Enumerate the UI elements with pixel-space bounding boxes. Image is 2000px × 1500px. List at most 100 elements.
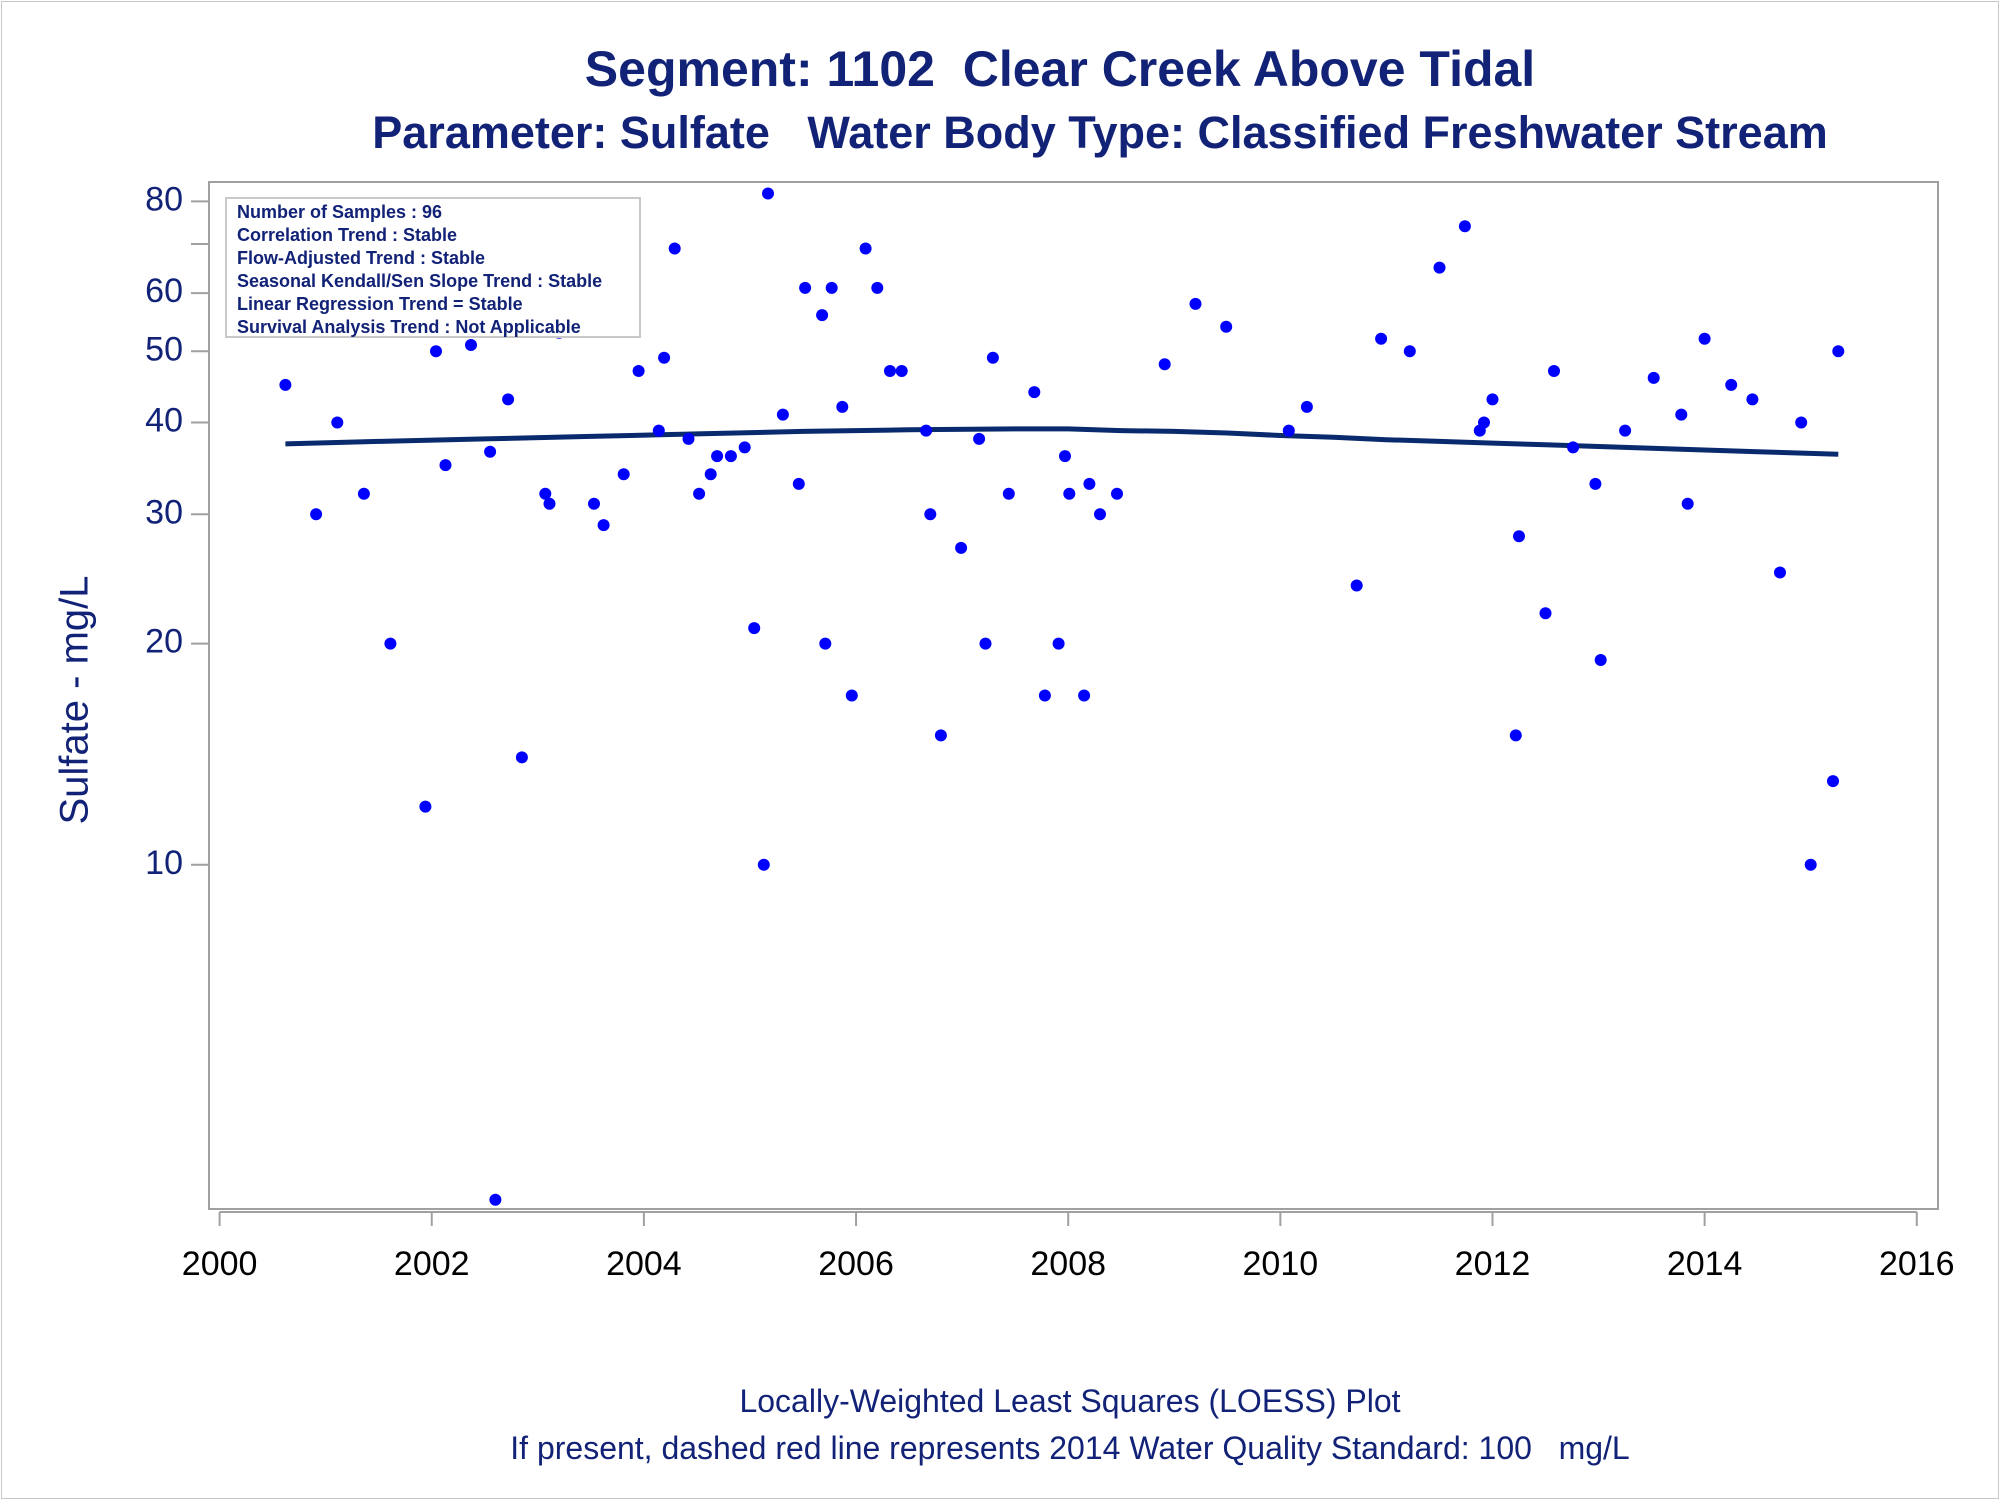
y-tick-label-60: 60 (145, 272, 183, 310)
data-point-16 (543, 497, 556, 510)
chart-title: Segment: 1102 Clear Creek Above Tidal (584, 41, 1536, 97)
data-point-51 (955, 541, 968, 554)
footnote-standard: If present, dashed red line represents 2… (510, 1430, 1630, 1466)
data-point-59 (1059, 450, 1071, 463)
data-point-4 (357, 487, 370, 500)
data-point-77 (1486, 393, 1499, 406)
data-point-92 (1774, 566, 1786, 579)
data-point-64 (1111, 487, 1123, 500)
data-point-23 (632, 365, 645, 377)
data-point-40 (819, 637, 832, 650)
data-point-3 (331, 416, 344, 429)
data-point-67 (1220, 320, 1233, 333)
data-point-86 (1647, 371, 1660, 384)
data-point-5 (384, 637, 397, 650)
data-point-11 (484, 445, 497, 458)
data-point-80 (1539, 607, 1552, 620)
data-point-72 (1403, 345, 1416, 358)
data-point-87 (1675, 408, 1688, 421)
data-point-76 (1478, 416, 1490, 429)
data-point-65 (1158, 358, 1171, 371)
data-point-32 (738, 441, 751, 454)
y-tick-label-10: 10 (145, 844, 183, 882)
points-layer (279, 187, 1845, 1206)
data-point-6 (419, 800, 432, 813)
data-point-68 (1282, 424, 1295, 437)
data-point-50 (934, 729, 947, 742)
data-point-39 (816, 309, 829, 322)
data-point-94 (1804, 858, 1817, 871)
trend-stats-box: Number of Samples : 96 Correlation Trend… (225, 197, 641, 338)
data-point-42 (836, 400, 849, 413)
stats-line-samples: Number of Samples : 96 (237, 202, 443, 222)
data-point-83 (1589, 477, 1602, 490)
y-tick-label-20: 20 (145, 623, 183, 661)
data-point-38 (799, 281, 812, 294)
plot-area-border (208, 181, 1939, 1210)
data-point-22 (617, 468, 630, 481)
data-point-54 (986, 351, 999, 364)
data-point-48 (920, 424, 933, 437)
x-tick-label-2008: 2008 (1030, 1245, 1106, 1283)
data-point-30 (711, 450, 724, 463)
data-point-13 (502, 393, 515, 406)
stats-line-correlation-trend: Correlation Trend : Stable (237, 225, 458, 245)
y-tick-label-30: 30 (145, 493, 183, 531)
data-point-20 (588, 497, 600, 510)
data-point-79 (1513, 530, 1525, 543)
data-point-70 (1350, 579, 1363, 592)
data-point-35 (762, 187, 774, 200)
data-point-15 (539, 487, 552, 500)
y-axis-label: Sulfate - mg/L (53, 575, 97, 824)
footnote-loess: Locally-Weighted Least Squares (LOESS) P… (739, 1383, 1401, 1419)
data-point-33 (748, 622, 761, 635)
data-point-14 (515, 751, 528, 764)
y-tick-label-80: 80 (145, 180, 183, 218)
y-tick-label-50: 50 (145, 330, 183, 368)
data-point-60 (1063, 487, 1076, 500)
data-point-34 (757, 858, 770, 871)
data-point-96 (1832, 345, 1845, 358)
data-point-85 (1619, 424, 1632, 437)
data-point-47 (895, 365, 908, 377)
data-point-88 (1681, 497, 1694, 510)
data-point-56 (1028, 386, 1041, 399)
data-point-26 (668, 242, 681, 255)
data-point-37 (792, 477, 805, 490)
data-point-27 (682, 432, 695, 445)
data-point-21 (597, 519, 610, 532)
data-point-82 (1567, 441, 1580, 454)
data-point-89 (1698, 332, 1711, 345)
data-point-1 (279, 378, 292, 391)
x-tick-label-2016: 2016 (1879, 1245, 1955, 1283)
loess-curve (285, 426, 1839, 457)
data-point-58 (1052, 637, 1065, 650)
data-point-91 (1746, 393, 1759, 406)
stats-line-flow-adjusted-trend: Flow-Adjusted Trend : Stable (237, 248, 486, 268)
data-point-29 (704, 468, 717, 481)
data-point-49 (924, 508, 937, 521)
x-tick-label-2004: 2004 (606, 1245, 682, 1283)
x-tick-label-2014: 2014 (1667, 1245, 1743, 1283)
data-point-62 (1083, 477, 1096, 490)
chart-subtitle: Parameter: Sulfate Water Body Type: Clas… (372, 107, 1828, 158)
data-point-53 (979, 637, 992, 650)
data-point-2 (310, 508, 323, 521)
data-point-7 (430, 345, 442, 358)
x-axis: 2000 2002 2004 2006 2008 2010 2012 2014 2016 (182, 1211, 1955, 1283)
data-point-31 (724, 450, 737, 463)
stats-line-linear-regression-trend: Linear Regression Trend = Stable (237, 294, 523, 314)
data-point-57 (1038, 689, 1051, 702)
data-point-24 (652, 424, 665, 437)
data-point-43 (845, 689, 858, 702)
data-point-8 (439, 459, 452, 472)
data-point-69 (1300, 400, 1313, 413)
x-tick-label-2000: 2000 (182, 1245, 258, 1283)
data-point-81 (1548, 365, 1560, 377)
data-point-12 (489, 1193, 502, 1206)
data-point-73 (1433, 261, 1446, 274)
x-tick-label-2002: 2002 (394, 1245, 470, 1283)
data-point-66 (1189, 297, 1202, 310)
